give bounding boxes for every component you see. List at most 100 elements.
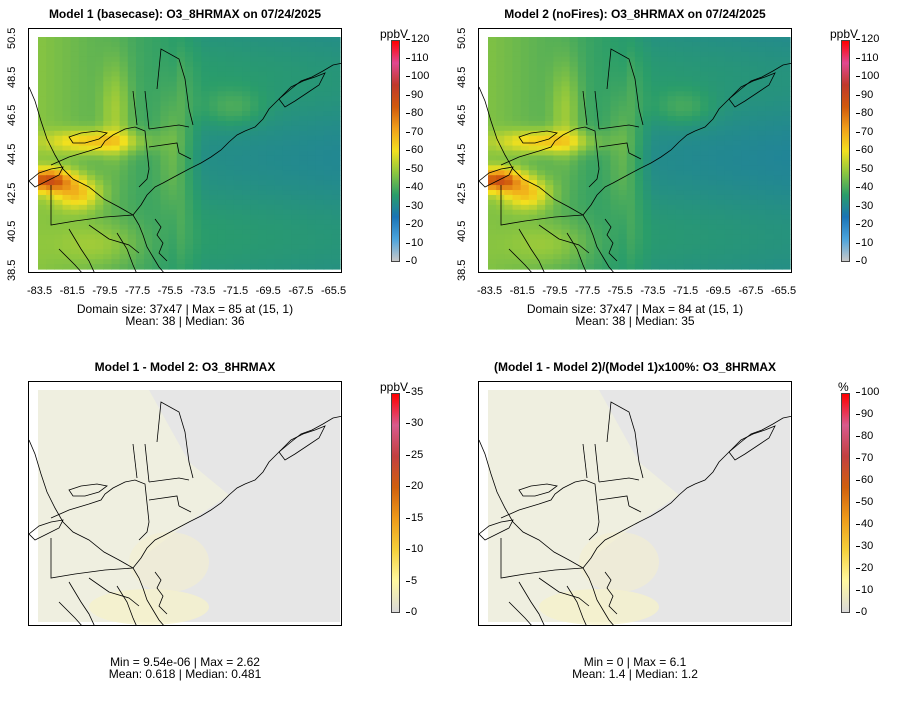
colorbar-tick-label: 110 (856, 51, 879, 64)
stats-line-2: Mean: 0.618 | Median: 0.481 (108, 667, 262, 681)
colorbar-tick-label: 30 (405, 417, 424, 430)
colorbar-tick-label: 90 (855, 88, 874, 101)
map-plot (478, 28, 792, 273)
map-boundaries (479, 401, 791, 625)
map-plot (28, 381, 342, 626)
y-tick-label: 42.5 (6, 182, 18, 204)
y-tick-label: 48.5 (6, 66, 18, 88)
colorbar-tick-label: 30 (855, 199, 874, 212)
x-tick-label: -71.5 (673, 285, 699, 297)
x-tick-label: -79.5 (542, 285, 568, 297)
y-tick-label: 44.5 (6, 143, 18, 165)
colorbar-tick-label: 50 (405, 162, 424, 175)
x-tick-label: -79.5 (92, 285, 118, 297)
map-grid (38, 37, 341, 270)
stats-line-2: Mean: 38 | Median: 35 (575, 314, 695, 328)
colorbar-tick-label: 100 (855, 386, 880, 398)
stats-line-1: Domain size: 37x47 | Max = 85 at (15, 1) (76, 302, 294, 316)
colorbar-tick-label: 70 (855, 125, 874, 138)
x-tick-label: -75.5 (157, 285, 183, 297)
colorbar-tick-label: 20 (855, 218, 874, 230)
y-tick-label: 50.5 (6, 27, 18, 49)
colorbar-tick-label: 30 (855, 540, 874, 552)
x-tick-label: -83.5 (477, 285, 503, 297)
colorbar-tick-label: 70 (405, 125, 424, 138)
colorbar-tick-label: 20 (855, 562, 874, 574)
y-tick-label: 48.5 (456, 66, 468, 88)
colorbar-tick-label: 120 (405, 33, 430, 45)
y-tick-label: 40.5 (456, 220, 468, 243)
y-tick-label: 46.5 (456, 104, 468, 127)
y-tick-label: 38.5 (6, 259, 18, 281)
colorbar-tick-label: 0 (405, 255, 418, 267)
panel-title: (Model 1 - Model 2)/(Model 1)x100%: O3_8… (493, 360, 777, 374)
panel-pctdiff: (Model 1 - Model 2)/(Model 1)x100%: O3_8… (450, 353, 900, 706)
y-tick-label: 42.5 (456, 182, 468, 204)
x-tick-label: -65.5 (321, 285, 347, 297)
colorbar-tick-label: 50 (855, 496, 874, 508)
colorbar-tick-label: 25 (405, 448, 424, 461)
colorbar-tick-label: 80 (855, 107, 874, 119)
colorbar-tick-label: 60 (855, 144, 874, 156)
x-tick-label: -75.5 (607, 285, 633, 297)
panel-title: Model 1 - Model 2: O3_8HRMAX (94, 360, 276, 374)
colorbar-tick-label: 40 (855, 181, 874, 193)
panel-diff: Model 1 - Model 2: O3_8HRMAX Min = 9.54e… (0, 353, 450, 706)
colorbar (391, 40, 400, 262)
colorbar-tick-label: 80 (405, 107, 424, 119)
colorbar-tick-label: 60 (405, 144, 424, 156)
map-image (29, 382, 341, 625)
x-tick-label: -65.5 (771, 285, 797, 297)
colorbar-tick-label: 90 (405, 88, 424, 101)
colorbar-unit: % (838, 380, 849, 394)
y-tick-label: 46.5 (6, 104, 18, 127)
y-tick-label: 44.5 (456, 143, 468, 165)
colorbar-tick-label: 40 (855, 518, 874, 530)
colorbar-tick-label: 5 (405, 574, 418, 587)
map-boundaries (29, 48, 341, 272)
colorbar-tick-label: 100 (855, 70, 880, 82)
colorbar-unit: ppbV (830, 27, 859, 41)
colorbar (841, 40, 850, 262)
y-tick-label: 38.5 (456, 259, 468, 281)
colorbar (841, 393, 850, 613)
map-boundaries (29, 401, 341, 625)
colorbar-tick-label: 70 (855, 452, 874, 464)
colorbar-tick-label: 10 (405, 236, 424, 249)
stats-line-1: Min = 9.54e-06 | Max = 2.62 (110, 655, 260, 669)
y-tick-label: 50.5 (456, 27, 468, 49)
x-tick-label: -77.5 (125, 285, 151, 297)
x-tick-label: -71.5 (223, 285, 249, 297)
colorbar-tick-label: 0 (405, 606, 418, 618)
colorbar-tick-label: 120 (855, 33, 880, 45)
y-tick-label: 40.5 (6, 220, 18, 243)
map-grid (488, 390, 790, 625)
colorbar-tick-label: 50 (855, 162, 874, 175)
stats-line-2: Mean: 1.4 | Median: 1.2 (572, 667, 698, 681)
stats-line-1: Domain size: 37x47 | Max = 84 at (15, 1) (526, 302, 744, 316)
stats-line-1: Min = 0 | Max = 6.1 (583, 655, 687, 669)
map-grid (38, 390, 340, 625)
panel-title: Model 1 (basecase): O3_8HRMAX on 07/24/2… (48, 7, 322, 21)
x-tick-label: -69.5 (705, 285, 731, 297)
map-plot (28, 28, 342, 273)
panel-title: Model 2 (noFires): O3_8HRMAX on 07/24/20… (504, 7, 766, 21)
colorbar-tick-label: 35 (405, 386, 424, 398)
colorbar-unit: ppbV (380, 380, 409, 394)
colorbar-tick-label: 20 (405, 480, 424, 493)
colorbar-tick-label: 40 (405, 181, 424, 193)
colorbar (391, 393, 400, 613)
colorbar-tick-label: 10 (855, 584, 874, 596)
colorbar-tick-label: 20 (405, 218, 424, 230)
colorbar-tick-label: 0 (855, 606, 868, 618)
x-tick-label: -73.5 (190, 285, 216, 297)
colorbar-tick-label: 10 (405, 543, 424, 556)
x-tick-label: -67.5 (288, 285, 314, 297)
colorbar-tick-label: 30 (405, 199, 424, 212)
colorbar-tick-label: 10 (855, 236, 874, 249)
x-tick-label: -77.5 (575, 285, 601, 297)
x-tick-label: -69.5 (255, 285, 281, 297)
panel-model1: Model 1 (basecase): O3_8HRMAX on 07/24/2… (0, 0, 450, 353)
map-image (479, 382, 791, 625)
colorbar-tick-label: 15 (405, 511, 424, 524)
